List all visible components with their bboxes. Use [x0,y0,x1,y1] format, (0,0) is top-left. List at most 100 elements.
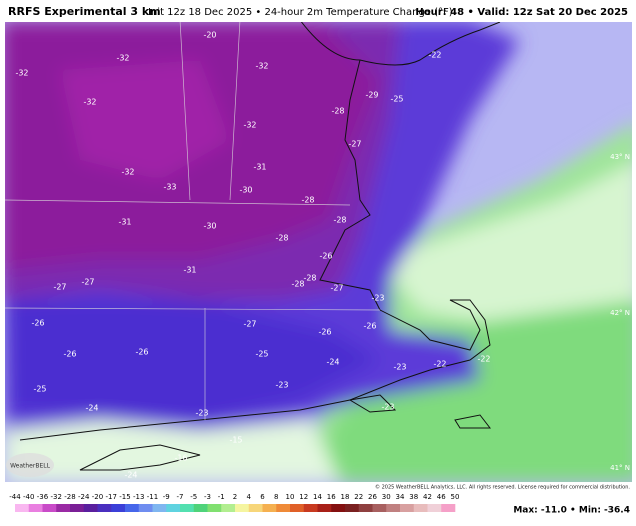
colorbar-label: 50 [451,493,460,501]
point-label: -27 [348,140,361,149]
colorbar-swatch [262,504,277,512]
point-label: -26 [363,322,376,331]
colorbar-label: -32 [51,493,62,501]
colorbar-label: 16 [327,493,336,501]
colorbar-swatch [28,504,43,512]
stats: Max: -11.0 • Min: -36.4 [513,506,630,516]
point-label: -22 [428,51,441,60]
colorbar-label: -11 [147,493,158,501]
point-label: -27 [81,278,94,287]
point-label: -26 [319,252,332,261]
colorbar-swatch [290,504,305,512]
colorbar-label: -24 [78,493,90,501]
colorbar-swatch [193,504,208,512]
point-label: -15 [229,436,242,445]
colorbar-swatch [125,504,140,512]
point-label: -26 [31,319,44,328]
colorbar-label: -36 [37,493,49,501]
colorbar-swatch [221,504,236,512]
logo-text: WeatherBELL [10,463,51,470]
subtitle: Init 12z 18 Dec 2025 • 24-hour 2m Temper… [148,7,453,18]
copyright: © 2025 WeatherBELL Analytics, LLC. All r… [375,484,630,491]
colorbar-label: -1 [218,493,225,501]
colorbar-label: 14 [313,493,322,501]
colorbar-swatch [42,504,57,512]
colorbar-label: 6 [260,493,265,501]
point-label: -25 [390,95,403,104]
point-label: -32 [243,121,256,130]
colorbar-label: 30 [382,493,391,501]
point-label: -26 [135,348,148,357]
colorbar-label: -40 [23,493,34,501]
colorbar-label: 12 [299,493,308,501]
valid-time: Hour: 48 • Valid: 12z Sat 20 Dec 2025 [415,7,628,18]
colorbar-swatch [331,504,346,512]
colorbar-swatch [358,504,373,512]
point-label: -33 [163,183,176,192]
colorbar-swatch [70,504,85,512]
colorbar-swatch [303,504,318,512]
colorbar-swatch [427,504,442,512]
colorbar-label: 38 [409,493,418,501]
point-label: -25 [33,385,46,394]
map-field [5,22,632,482]
point-label: -23 [371,294,384,303]
point-label: -30 [203,222,216,231]
colorbar-swatch [207,504,222,512]
colorbar-label: -17 [106,493,117,501]
colorbar-swatch [83,504,98,512]
point-label: -32 [116,54,129,63]
point-label: -28 [291,280,304,289]
colorbar-swatch [386,504,401,512]
colorbar-swatch [372,504,387,512]
colorbar-swatch [166,504,181,512]
colorbar-swatch [56,504,71,512]
point-label: -31 [183,266,196,275]
colorbar-swatch [248,504,263,512]
point-label: -22 [477,355,490,364]
point-label: -28 [303,274,316,283]
colorbar-label: 10 [286,493,295,501]
point-label: -16 [174,454,187,463]
colorbar-label: -13 [133,493,144,501]
lat-label: 41° N [610,464,630,472]
colorbar-label: -20 [92,493,103,501]
point-label: -23 [381,403,394,412]
lat-label: 43° N [610,153,630,161]
point-label: -27 [330,284,343,293]
point-label: -27 [53,283,66,292]
title: RRFS Experimental 3 km [8,5,161,18]
point-label: -26 [63,350,76,359]
colorbar-label: 4 [247,493,252,501]
colorbar-swatch [276,504,291,512]
point-label: -32 [121,168,134,177]
point-label: -25 [255,350,268,359]
colorbar-label: 26 [368,493,377,501]
point-label: -31 [118,218,131,227]
colorbar-swatch [345,504,360,512]
point-label: -32 [15,69,28,78]
point-label: -20 [203,31,216,40]
colorbar-label: 2 [233,493,237,501]
colorbar-label: -44 [9,493,21,501]
colorbar-swatch [413,504,428,512]
point-label: -24 [124,471,137,480]
colorbar-label: 46 [437,493,446,501]
colorbar-swatch [138,504,153,512]
colorbar-label: -9 [163,493,170,501]
colorbar-label: -28 [64,493,75,501]
point-label: -24 [85,404,98,413]
colorbar-swatch [97,504,112,512]
colorbar-label: 18 [341,493,350,501]
point-label: -28 [333,216,346,225]
colorbar-label: 34 [396,493,405,501]
colorbar-swatch [15,504,30,512]
point-label: -23 [195,409,208,418]
colorbar-label: 42 [423,493,432,501]
point-label: -24 [326,358,339,367]
point-label: -22 [433,360,446,369]
point-label: -28 [275,234,288,243]
point-label: -27 [243,320,256,329]
copyright-bg [368,482,632,491]
